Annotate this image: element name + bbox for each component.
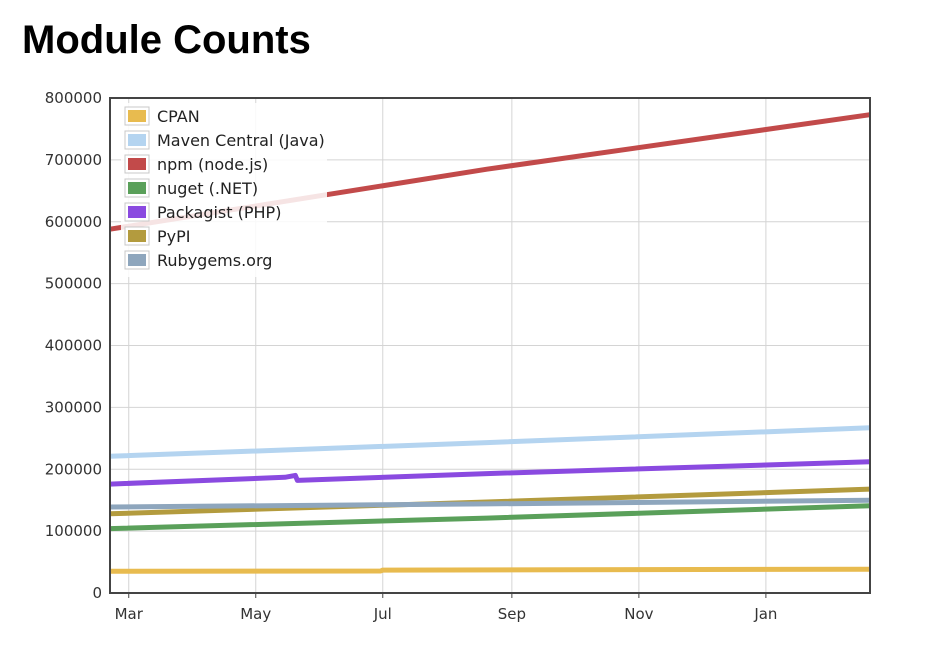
legend-label-packagist-php: Packagist (PHP) bbox=[157, 203, 281, 222]
x-tick-label: Mar bbox=[115, 605, 144, 623]
y-tick-label: 300000 bbox=[45, 398, 102, 416]
y-tick-label: 500000 bbox=[45, 275, 102, 293]
legend-label-rubygems-org: Rubygems.org bbox=[157, 251, 272, 270]
series-line-nuget-net bbox=[109, 503, 871, 532]
legend-swatch-packagist-php bbox=[128, 206, 146, 218]
legend-swatch-pypi bbox=[128, 230, 146, 242]
x-tick-label: Nov bbox=[624, 605, 653, 623]
legend-swatch-maven-central-java bbox=[128, 134, 146, 146]
legend-label-pypi: PyPI bbox=[157, 227, 190, 246]
series-line-cpan bbox=[109, 566, 871, 574]
y-tick-label: 700000 bbox=[45, 151, 102, 169]
legend-swatch-npm-node-js bbox=[128, 158, 146, 170]
page-title: Module Counts bbox=[22, 18, 311, 62]
axis-labels: 0 100000 200000 300000 400000 500000 600000 700… bbox=[45, 89, 778, 623]
legend-background bbox=[121, 103, 327, 277]
legend-swatch-nuget-net bbox=[128, 182, 146, 194]
series-line-maven-central-java bbox=[109, 425, 871, 459]
legend-label-cpan: CPAN bbox=[157, 107, 200, 126]
x-tick-label: May bbox=[240, 605, 271, 623]
plot-frame bbox=[109, 97, 871, 594]
legend-label-nuget-net: nuget (.NET) bbox=[157, 179, 258, 198]
series-line-rubygems-org bbox=[109, 497, 871, 510]
legend: CPAN Maven Central (Java) npm (node.js) nug… bbox=[121, 103, 327, 277]
x-tick-label: Jan bbox=[753, 605, 777, 623]
x-tick-label: Sep bbox=[498, 605, 526, 623]
legend-swatch-cpan bbox=[128, 110, 146, 122]
series-line-packagist-php bbox=[109, 459, 871, 487]
legend-label-npm-node-js: npm (node.js) bbox=[157, 155, 268, 174]
y-tick-label: 200000 bbox=[45, 460, 102, 478]
y-tick-label: 400000 bbox=[45, 337, 102, 355]
y-tick-label: 100000 bbox=[45, 522, 102, 540]
y-tick-label: 600000 bbox=[45, 213, 102, 231]
y-tick-label: 0 bbox=[92, 584, 102, 602]
y-tick-label: 800000 bbox=[45, 89, 102, 107]
x-tick-label: Jul bbox=[373, 605, 392, 623]
legend-label-maven-central-java: Maven Central (Java) bbox=[157, 131, 325, 150]
legend-swatch-rubygems-org bbox=[128, 254, 146, 266]
